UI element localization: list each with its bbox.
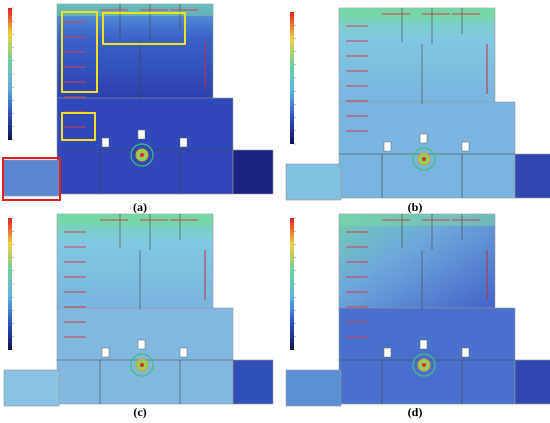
floor-right	[232, 149, 274, 195]
column	[383, 347, 392, 358]
source-ring	[130, 353, 154, 377]
column	[137, 339, 146, 350]
column	[419, 133, 428, 144]
column	[461, 141, 470, 152]
source	[422, 157, 426, 161]
panel-label: (b)	[408, 200, 423, 214]
source	[140, 363, 144, 367]
source	[422, 363, 426, 367]
highlight-box	[102, 12, 186, 45]
panel-label: (a)	[133, 200, 147, 214]
floor-inset	[285, 163, 342, 201]
heatmap-panel	[2, 3, 274, 201]
floor-right	[514, 359, 550, 405]
hot-spot	[57, 214, 213, 226]
floor-inset	[285, 369, 342, 407]
highlight-box	[61, 11, 98, 93]
floor-right	[514, 153, 550, 199]
floor-lower	[56, 307, 234, 405]
floor-inset	[3, 159, 60, 197]
column	[101, 347, 110, 358]
colorbar	[290, 12, 294, 144]
highlight-box	[2, 157, 61, 201]
floor-lower	[338, 307, 516, 405]
column	[101, 137, 110, 148]
panel: (a) (b) (c) (d)	[133, 200, 422, 419]
panel-label: (c)	[133, 405, 146, 419]
source-ring	[412, 353, 436, 377]
colorbar	[8, 218, 12, 350]
heatmap-panel	[285, 213, 550, 407]
floor-right	[232, 359, 274, 405]
source-ring	[412, 147, 436, 171]
column	[383, 141, 392, 152]
hot-spot	[339, 214, 495, 226]
source-ring	[130, 143, 154, 167]
floor-lower	[338, 101, 516, 199]
colorbar	[290, 218, 294, 350]
column	[461, 347, 470, 358]
column	[137, 129, 146, 140]
panel-label: (d)	[408, 405, 423, 419]
highlight-box	[61, 112, 96, 141]
source	[140, 153, 144, 157]
column	[179, 347, 188, 358]
hot-spot	[339, 8, 495, 20]
colorbar	[8, 8, 12, 140]
column	[419, 339, 428, 350]
heatmap-panel	[3, 213, 274, 407]
floor-inset	[3, 369, 60, 407]
column	[179, 137, 188, 148]
heatmap-panel	[285, 7, 550, 201]
